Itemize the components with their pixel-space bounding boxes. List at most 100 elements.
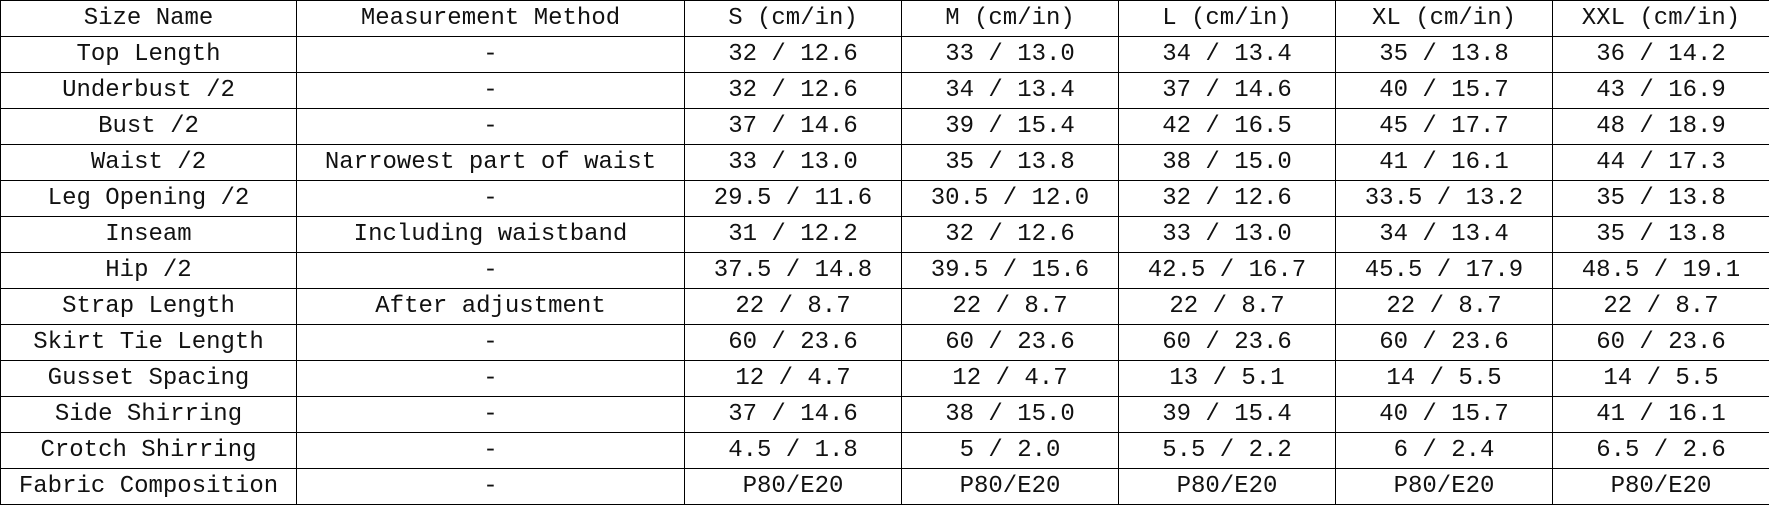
table-row: Waist /2 Narrowest part of waist 33 / 13.0… bbox=[0, 144, 1769, 181]
table-cell-4: 42.5 / 16.7 bbox=[1118, 252, 1336, 289]
table-cell-6: 48 / 18.9 bbox=[1552, 108, 1769, 145]
table-cell-5: 33.5 / 13.2 bbox=[1335, 180, 1553, 217]
table-cell-2: 32 / 12.6 bbox=[684, 72, 902, 109]
table-cell-6: 60 / 23.6 bbox=[1552, 324, 1769, 361]
header-row: Size Name Measurement Method S (cm/in) M (c… bbox=[0, 0, 1769, 37]
table-cell-3: 38 / 15.0 bbox=[901, 396, 1119, 433]
table-cell-4: 34 / 13.4 bbox=[1118, 36, 1336, 73]
table-cell-5: 22 / 8.7 bbox=[1335, 288, 1553, 325]
table-cell-2: 4.5 / 1.8 bbox=[684, 432, 902, 469]
table-cell-4: 22 / 8.7 bbox=[1118, 288, 1336, 325]
table-cell-5: P80/E20 bbox=[1335, 468, 1553, 505]
table-cell-1: - bbox=[296, 108, 685, 145]
table-cell-3: 33 / 13.0 bbox=[901, 36, 1119, 73]
table-cell-4: 32 / 12.6 bbox=[1118, 180, 1336, 217]
table-cell-0: Hip /2 bbox=[0, 252, 297, 289]
table-cell-4: 42 / 16.5 bbox=[1118, 108, 1336, 145]
table-cell-2: P80/E20 bbox=[684, 468, 902, 505]
table-cell-1: - bbox=[296, 180, 685, 217]
table-cell-0: Inseam bbox=[0, 216, 297, 253]
table-cell-6: 41 / 16.1 bbox=[1552, 396, 1769, 433]
table-cell-4: 39 / 15.4 bbox=[1118, 396, 1336, 433]
table-cell-4: 5.5 / 2.2 bbox=[1118, 432, 1336, 469]
table-cell-6: 44 / 17.3 bbox=[1552, 144, 1769, 181]
table-cell-1: Including waistband bbox=[296, 216, 685, 253]
table-cell-1: - bbox=[296, 432, 685, 469]
table-cell-6: 35 / 13.8 bbox=[1552, 180, 1769, 217]
table-cell-2: 33 / 13.0 bbox=[684, 144, 902, 181]
table-cell-0: Strap Length bbox=[0, 288, 297, 325]
table-cell-0: Side Shirring bbox=[0, 396, 297, 433]
table-cell-3: 5 / 2.0 bbox=[901, 432, 1119, 469]
table-cell-5: 34 / 13.4 bbox=[1335, 216, 1553, 253]
table-cell-6: 6.5 / 2.6 bbox=[1552, 432, 1769, 469]
table-cell-0: Fabric Composition bbox=[0, 468, 297, 505]
table-cell-6: 48.5 / 19.1 bbox=[1552, 252, 1769, 289]
table-cell-6: 35 / 13.8 bbox=[1552, 216, 1769, 253]
table-cell-4: 33 / 13.0 bbox=[1118, 216, 1336, 253]
table-cell-3: 34 / 13.4 bbox=[901, 72, 1119, 109]
table-row: Hip /2-37.5 / 14.8 39.5 / 15.6 42.5 / 16.7… bbox=[0, 252, 1769, 289]
table-cell-5: 45 / 17.7 bbox=[1335, 108, 1553, 145]
table-cell-5: 60 / 23.6 bbox=[1335, 324, 1553, 361]
table-cell-3: 12 / 4.7 bbox=[901, 360, 1119, 397]
header-cell-6: XXL (cm/in) bbox=[1552, 0, 1769, 37]
table-cell-1: - bbox=[296, 396, 685, 433]
table-cell-0: Underbust /2 bbox=[0, 72, 297, 109]
table-cell-2: 12 / 4.7 bbox=[684, 360, 902, 397]
table-cell-1: - bbox=[296, 72, 685, 109]
table-cell-6: 36 / 14.2 bbox=[1552, 36, 1769, 73]
table-cell-6: P80/E20 bbox=[1552, 468, 1769, 505]
table-row: Bust /2-37 / 14.6 39 / 15.4 42 / 16.5 45 / … bbox=[0, 108, 1769, 145]
table-cell-4: 60 / 23.6 bbox=[1118, 324, 1336, 361]
table-cell-6: 43 / 16.9 bbox=[1552, 72, 1769, 109]
table-cell-0: Bust /2 bbox=[0, 108, 297, 145]
table-cell-0: Gusset Spacing bbox=[0, 360, 297, 397]
header-cell-4: L (cm/in) bbox=[1118, 0, 1336, 37]
table-cell-1: Narrowest part of waist bbox=[296, 144, 685, 181]
header-cell-0: Size Name bbox=[0, 0, 297, 37]
table-cell-3: 39 / 15.4 bbox=[901, 108, 1119, 145]
table-cell-4: 38 / 15.0 bbox=[1118, 144, 1336, 181]
table-row: Fabric Composition - P80/E20 P80/E20 P80/E20… bbox=[0, 468, 1769, 505]
table-row: Leg Opening /2-29.5 / 11.6 30.5 / 12.0 32 … bbox=[0, 180, 1769, 217]
table-row: Crotch Shirring -4.5 / 1.8 5 / 2.0 5.5 / 2.… bbox=[0, 432, 1769, 469]
header-cell-2: S (cm/in) bbox=[684, 0, 902, 37]
table-cell-0: Skirt Tie Length bbox=[0, 324, 297, 361]
table-row: Underbust /2-32 / 12.6 34 / 13.4 37 / 14.6… bbox=[0, 72, 1769, 109]
table-cell-1: - bbox=[296, 324, 685, 361]
table-cell-4: 37 / 14.6 bbox=[1118, 72, 1336, 109]
table-cell-3: 22 / 8.7 bbox=[901, 288, 1119, 325]
table-cell-1: - bbox=[296, 468, 685, 505]
table-cell-3: 30.5 / 12.0 bbox=[901, 180, 1119, 217]
table-cell-3: P80/E20 bbox=[901, 468, 1119, 505]
table-row: Top Length -32 / 12.6 33 / 13.0 34 / 13.4 35… bbox=[0, 36, 1769, 73]
table-cell-5: 41 / 16.1 bbox=[1335, 144, 1553, 181]
table-cell-2: 32 / 12.6 bbox=[684, 36, 902, 73]
header-cell-3: M (cm/in) bbox=[901, 0, 1119, 37]
table-cell-0: Top Length bbox=[0, 36, 297, 73]
table-row: Strap Length After adjustment 22 / 8.7 22 /… bbox=[0, 288, 1769, 325]
table-cell-3: 32 / 12.6 bbox=[901, 216, 1119, 253]
table-cell-6: 14 / 5.5 bbox=[1552, 360, 1769, 397]
table-cell-2: 60 / 23.6 bbox=[684, 324, 902, 361]
table-row: Gusset Spacing -12 / 4.7 12 / 4.7 13 / 5.1 1… bbox=[0, 360, 1769, 397]
header-cell-5: XL (cm/in) bbox=[1335, 0, 1553, 37]
table-cell-5: 35 / 13.8 bbox=[1335, 36, 1553, 73]
table-cell-5: 40 / 15.7 bbox=[1335, 396, 1553, 433]
table-cell-3: 39.5 / 15.6 bbox=[901, 252, 1119, 289]
table-row: Side Shirring -37 / 14.6 38 / 15.0 39 / 15.… bbox=[0, 396, 1769, 433]
table-cell-3: 60 / 23.6 bbox=[901, 324, 1119, 361]
table-cell-4: 13 / 5.1 bbox=[1118, 360, 1336, 397]
table-cell-2: 29.5 / 11.6 bbox=[684, 180, 902, 217]
table-cell-0: Waist /2 bbox=[0, 144, 297, 181]
table-cell-4: P80/E20 bbox=[1118, 468, 1336, 505]
table-cell-6: 22 / 8.7 bbox=[1552, 288, 1769, 325]
table-cell-1: - bbox=[296, 360, 685, 397]
table-cell-2: 22 / 8.7 bbox=[684, 288, 902, 325]
table-row: Inseam Including waistband 31 / 12.2 32 / 1… bbox=[0, 216, 1769, 253]
table-cell-2: 31 / 12.2 bbox=[684, 216, 902, 253]
table-cell-5: 45.5 / 17.9 bbox=[1335, 252, 1553, 289]
